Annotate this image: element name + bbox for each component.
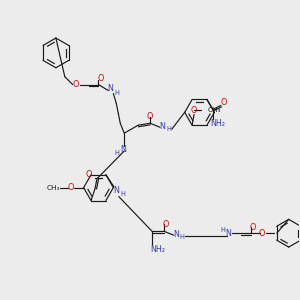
Text: H: H — [114, 89, 119, 95]
Text: H: H — [179, 234, 184, 240]
Text: O: O — [163, 220, 169, 229]
Text: O: O — [86, 170, 92, 179]
Text: N: N — [107, 84, 113, 93]
Text: O: O — [97, 74, 104, 83]
Text: H: H — [167, 126, 171, 132]
Text: NH₂: NH₂ — [150, 244, 165, 253]
Text: N: N — [159, 122, 165, 131]
Text: O: O — [191, 106, 197, 115]
Text: H: H — [115, 150, 120, 156]
Text: O: O — [220, 98, 227, 107]
Text: O: O — [259, 229, 265, 238]
Text: O: O — [73, 80, 79, 89]
Text: O: O — [250, 223, 256, 232]
Text: N: N — [113, 186, 119, 195]
Text: O: O — [147, 112, 153, 121]
Text: NH₂: NH₂ — [210, 119, 225, 128]
Text: N: N — [120, 145, 126, 154]
Text: N: N — [225, 229, 231, 238]
Text: CH₃: CH₃ — [46, 184, 60, 190]
Text: H: H — [120, 190, 125, 196]
Text: H: H — [220, 227, 225, 233]
Text: N: N — [173, 230, 179, 239]
Text: CH₃: CH₃ — [208, 107, 221, 113]
Text: O: O — [68, 183, 74, 192]
